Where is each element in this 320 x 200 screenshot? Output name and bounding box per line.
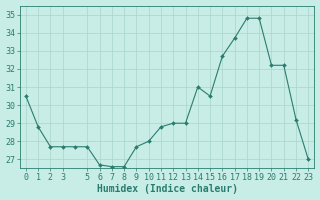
X-axis label: Humidex (Indice chaleur): Humidex (Indice chaleur) — [97, 184, 237, 194]
